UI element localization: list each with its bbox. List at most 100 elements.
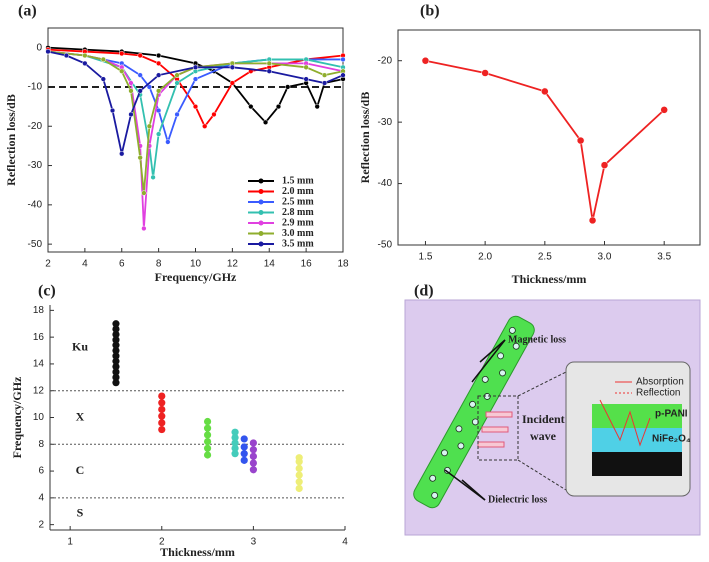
point <box>155 72 162 78</box>
point <box>660 106 668 114</box>
dot <box>112 363 120 371</box>
point <box>588 216 597 225</box>
legend-marker <box>258 210 264 215</box>
y-tick-label: 12 <box>33 385 45 396</box>
dot <box>240 435 248 443</box>
dot <box>112 341 120 349</box>
label: wave <box>530 429 557 443</box>
dot <box>203 431 212 439</box>
point <box>174 72 180 78</box>
dot <box>295 454 303 462</box>
y-tick-label: 14 <box>33 359 45 370</box>
x-tick-label: 2.5 <box>538 252 552 263</box>
point <box>314 103 320 110</box>
dot <box>240 450 248 458</box>
x-axis-title: Thickness/mm <box>160 545 235 559</box>
dot <box>203 444 212 452</box>
point <box>165 139 171 145</box>
point <box>45 48 51 55</box>
x-tick-label: 10 <box>190 259 202 270</box>
point <box>150 174 156 180</box>
x-axis-title: Frequency/GHz <box>155 270 237 284</box>
point <box>128 88 134 94</box>
y-tick-label: 18 <box>33 305 45 316</box>
point <box>119 68 125 74</box>
point <box>600 161 609 169</box>
x-tick-label: 2 <box>159 537 165 548</box>
point <box>321 72 328 78</box>
y-tick-label: -20 <box>378 55 393 66</box>
point <box>146 123 153 129</box>
dot <box>158 419 166 427</box>
point <box>303 64 309 70</box>
legend-label: 2.5 mm <box>282 196 314 207</box>
x-tick-label: 8 <box>156 259 162 270</box>
label: Absorption <box>636 377 684 388</box>
dot <box>295 478 303 486</box>
legend-label: 3.5 mm <box>282 238 314 249</box>
point <box>155 88 162 94</box>
x-tick-label: 2 <box>45 259 51 270</box>
dot <box>112 346 120 355</box>
dot <box>240 443 248 451</box>
x-axis-title: Thickness/mm <box>512 272 587 286</box>
x-tick-label: 4 <box>82 259 88 270</box>
legend-marker <box>258 241 264 247</box>
point <box>128 111 134 118</box>
panel-label: (b) <box>420 3 440 20</box>
dot <box>295 484 303 493</box>
zoom-line <box>517 371 567 397</box>
y-tick-label: 0 <box>36 42 42 53</box>
dot <box>112 368 120 376</box>
dot <box>249 452 257 460</box>
band-label: S <box>77 506 84 520</box>
y-tick-label: 8 <box>38 439 44 450</box>
zoom-box <box>477 395 519 461</box>
point <box>421 56 430 65</box>
y-tick-label: -50 <box>28 239 43 250</box>
point <box>541 87 549 96</box>
dot <box>158 425 166 434</box>
dot <box>249 459 257 467</box>
dot <box>112 352 120 360</box>
point <box>266 68 272 74</box>
y-tick-label: -10 <box>28 82 43 93</box>
point <box>248 103 254 110</box>
x-tick-label: 1.5 <box>419 252 433 263</box>
point <box>174 80 180 86</box>
dot <box>231 450 239 458</box>
x-tick-label: 12 <box>227 259 239 270</box>
panel-label: (d) <box>414 283 434 300</box>
label: Reflection <box>636 388 680 399</box>
x-tick-label: 1 <box>67 537 73 548</box>
x-tick-label: 2.0 <box>478 252 492 263</box>
point <box>285 84 291 90</box>
series-line <box>47 48 344 128</box>
dot <box>231 444 239 452</box>
point <box>229 80 236 86</box>
x-tick-label: 3.0 <box>598 252 612 263</box>
point <box>262 119 269 125</box>
dot <box>249 466 257 474</box>
series-line <box>425 59 665 221</box>
y-tick-label: 6 <box>38 466 44 477</box>
point <box>192 64 199 70</box>
dot <box>231 433 239 442</box>
label: Incident <box>522 412 565 426</box>
y-tick-label: -30 <box>378 117 393 128</box>
wave-path <box>599 399 651 447</box>
point <box>141 225 147 232</box>
point <box>576 136 585 145</box>
pointer <box>479 339 506 363</box>
point <box>192 103 199 110</box>
dot <box>158 405 166 414</box>
panel-label: (a) <box>18 3 37 20</box>
zoom-line <box>517 459 567 491</box>
y-axis-title: Reflection loss/dB <box>4 94 18 186</box>
dot <box>112 325 120 333</box>
y-axis-title: Frequency/GHz <box>10 376 24 458</box>
x-tick-label: 16 <box>301 259 313 270</box>
y-tick-label: -50 <box>378 240 393 251</box>
dot <box>240 456 248 464</box>
dot <box>249 446 257 454</box>
